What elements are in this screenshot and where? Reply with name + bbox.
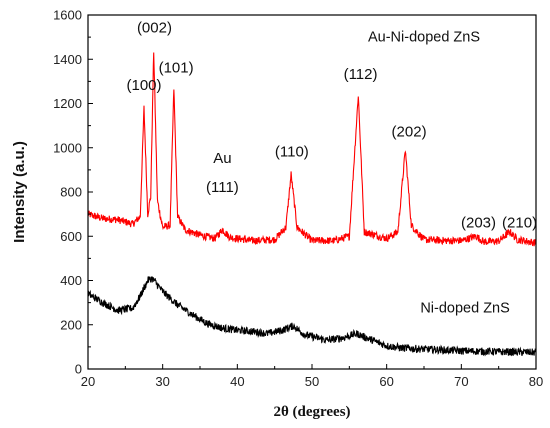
series-line-0 <box>88 52 536 247</box>
peak-label: Au <box>213 150 231 167</box>
ticks-layer: 20 30 40 50 60 70 8002004006008001000120014001… <box>53 8 543 390</box>
peak-label: (101) <box>159 60 194 77</box>
y-axis-title: Intensity (a.u.) <box>11 141 28 243</box>
peak-label: (110) <box>275 144 309 161</box>
y-tick-label: 1000 <box>53 140 82 155</box>
peak-label: (111) <box>206 179 239 196</box>
x-tick-label: 20 <box>81 374 95 389</box>
y-tick-label: 1400 <box>53 52 82 67</box>
x-tick-label: 50 <box>305 374 319 389</box>
y-tick-label: 800 <box>60 185 82 200</box>
y-tick-label: 1600 <box>53 8 82 23</box>
x-tick-label: 60 <box>379 374 393 389</box>
peak-label: (002) <box>137 20 172 37</box>
y-tick-label: 1200 <box>53 96 82 111</box>
legend-layer: Au-Ni-doped ZnS Ni-doped ZnS <box>368 30 510 317</box>
y-tick-label: 200 <box>60 317 82 332</box>
series-line-1 <box>88 275 536 357</box>
peak-label: (112) <box>344 66 378 83</box>
series-layer <box>88 52 536 357</box>
x-axis-title: 2θ (degrees) <box>273 404 350 420</box>
peak-label: (100) <box>126 77 161 94</box>
annotations-layer: (100) (002) (101) Au (111) (110) (112) (202) (20… <box>126 20 537 232</box>
x-tick-label: 70 <box>454 374 468 389</box>
x-tick-label: 40 <box>230 374 244 389</box>
peak-label: (202) <box>392 124 427 141</box>
x-tick-label: 80 <box>529 374 543 389</box>
x-tick-label: 30 <box>155 374 169 389</box>
series-label-0: Au-Ni-doped ZnS <box>368 30 480 46</box>
peak-label: (203) <box>461 214 496 231</box>
y-tick-label: 600 <box>60 229 82 244</box>
y-tick-label: 0 <box>75 362 82 377</box>
series-label-1: Ni-doped ZnS <box>420 301 509 317</box>
y-tick-label: 400 <box>60 273 82 288</box>
peak-label: (210) <box>502 214 537 231</box>
